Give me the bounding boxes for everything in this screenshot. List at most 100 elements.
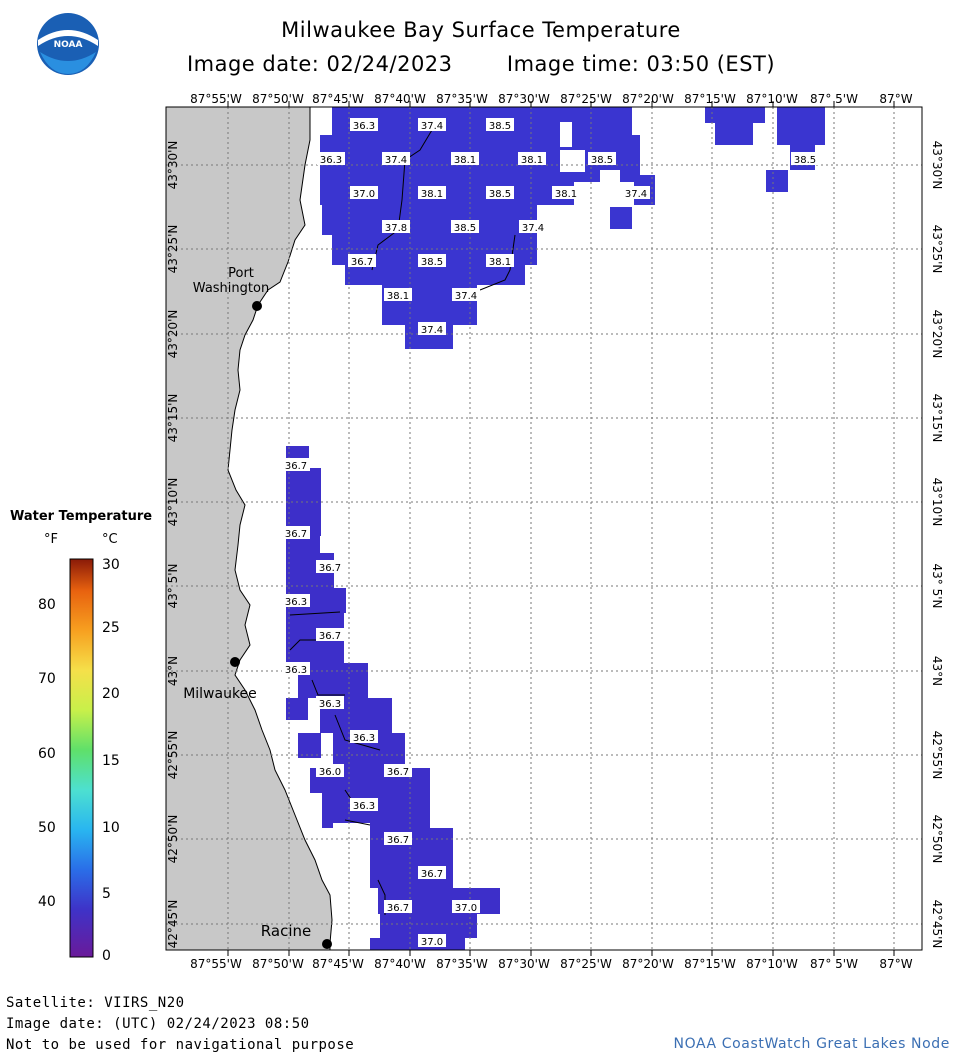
temperature-label-box (350, 186, 378, 199)
temperature-label: 36.3 (317, 152, 345, 166)
temperature-value: 38.5 (454, 223, 476, 234)
temperature-label: 37.0 (452, 900, 480, 914)
legend-c-tick: 30 (102, 557, 120, 573)
temperature-value: 36.3 (353, 733, 375, 744)
legend-c-tick: 5 (102, 886, 111, 902)
lon-label: 87° 5'W (810, 92, 858, 106)
lat-label: 43°N (166, 656, 180, 686)
temperature-value: 36.7 (285, 529, 307, 540)
lat-label: 42°55'N (166, 731, 180, 780)
temperature-value: 36.7 (351, 257, 373, 268)
legend-unit-f: °F (44, 532, 58, 547)
lon-label: 87°10'W (746, 92, 798, 106)
lat-label: 43°25'N (930, 225, 944, 274)
temperature-value: 38.5 (489, 189, 511, 200)
temperature-label: 36.3 (282, 594, 310, 608)
lon-label: 87°50'W (252, 957, 304, 971)
temperature-label-box (282, 526, 310, 539)
city-racine: Racine (261, 922, 332, 949)
lat-label: 43°15'N (930, 394, 944, 443)
temperature-label: 37.4 (418, 322, 446, 336)
temperature-value: 36.7 (319, 563, 341, 574)
temperature-label-box (486, 118, 514, 131)
temperature-value: 37.4 (625, 189, 647, 200)
temperature-label: 36.7 (418, 866, 446, 880)
legend-f-tick: 60 (38, 746, 56, 762)
temperature-label: 36.7 (316, 560, 344, 574)
temperature-label-box (350, 730, 378, 743)
temperature-label: 38.5 (791, 152, 819, 166)
temperature-label: 37.4 (519, 220, 547, 234)
legend-title: Water Temperature (10, 509, 153, 524)
temperature-label-box (418, 866, 446, 879)
land-area (165, 106, 333, 951)
lat-labels-right: 43°30'N 43°25'N 43°20'N 43°15'N 43°10'N … (930, 141, 944, 949)
temperature-value: 38.1 (387, 291, 409, 302)
city-milwaukee: Milwaukee (183, 657, 257, 702)
temperature-label: 38.1 (451, 152, 479, 166)
temperature-label-box (316, 696, 344, 709)
lon-label: 87°30'W (498, 92, 550, 106)
temperature-label: 36.7 (282, 526, 310, 540)
city-label: Washington (193, 281, 269, 296)
temperature-label-box (451, 220, 479, 233)
lat-label: 42°45'N (166, 900, 180, 949)
temperature-label: 38.1 (518, 152, 546, 166)
legend-c-tick: 0 (102, 948, 111, 964)
legend-c-tick: 15 (102, 753, 120, 769)
temperature-label: 36.3 (316, 696, 344, 710)
temperature-value: 36.3 (319, 699, 341, 710)
temperature-value: 37.4 (455, 291, 477, 302)
lon-label: 87°55'W (190, 957, 242, 971)
lat-label: 42°55'N (930, 731, 944, 780)
temperature-value: 37.4 (421, 121, 443, 132)
image-datetime: Image date: 02/24/2023 Image time: 03:50… (0, 52, 962, 76)
temperature-label: 37.4 (452, 288, 480, 302)
temperature-label-box (518, 152, 546, 165)
temperature-label: 37.0 (350, 186, 378, 200)
lon-label: 87°10'W (746, 957, 798, 971)
lon-label: 87°15'W (684, 92, 736, 106)
temperature-value: 37.0 (455, 903, 477, 914)
lat-labels-left: 43°30'N 43°25'N 43°20'N 43°15'N 43°10'N … (166, 141, 180, 949)
temperature-label: 38.5 (486, 118, 514, 132)
lon-label: 87°35'W (436, 92, 488, 106)
temperature-label: 36.7 (316, 628, 344, 642)
temperature-label-box (418, 186, 446, 199)
temperature-value: 36.3 (353, 121, 375, 132)
temperature-label-box (486, 186, 514, 199)
temperature-label: 38.1 (418, 186, 446, 200)
city-label: Racine (261, 922, 311, 940)
lat-label: 43° 5'N (930, 564, 944, 609)
map-title: Milwaukee Bay Surface Temperature (281, 18, 681, 42)
temperature-label-box (622, 186, 650, 199)
temperature-value: 36.7 (387, 835, 409, 846)
temperature-label-box (452, 288, 480, 301)
temperature-label-box (384, 764, 412, 777)
credit: NOAA CoastWatch Great Lakes Node (673, 1036, 950, 1052)
lon-label: 87°40'W (374, 957, 426, 971)
temperature-label: 36.0 (316, 764, 344, 778)
legend-f-tick: 80 (38, 597, 56, 613)
temperature-value: 37.0 (353, 189, 375, 200)
temperature-label-box (316, 628, 344, 641)
temperature-labels: 36.3 37.4 38.5 36.3 37.4 38.1 38.1 38.5 38.5 37.0… (282, 118, 819, 948)
temperature-label: 38.5 (588, 152, 616, 166)
temperature-label-box (418, 934, 446, 947)
city-port-washington: Port Washington (193, 266, 269, 311)
temperature-value: 36.0 (319, 767, 341, 778)
temperature-label: 36.3 (350, 730, 378, 744)
lat-label: 43°N (930, 656, 944, 686)
temperature-label: 38.5 (418, 254, 446, 268)
temperature-value: 36.7 (421, 869, 443, 880)
temperature-label: 36.7 (348, 254, 376, 268)
temperature-label: 38.5 (451, 220, 479, 234)
temperature-label: 38.5 (486, 186, 514, 200)
temperature-label-box (451, 152, 479, 165)
temperature-label-box (486, 254, 514, 267)
temperature-label-box (519, 220, 547, 233)
temperature-label-box (282, 458, 310, 471)
temperature-label: 37.4 (418, 118, 446, 132)
temperature-label: 36.7 (384, 900, 412, 914)
